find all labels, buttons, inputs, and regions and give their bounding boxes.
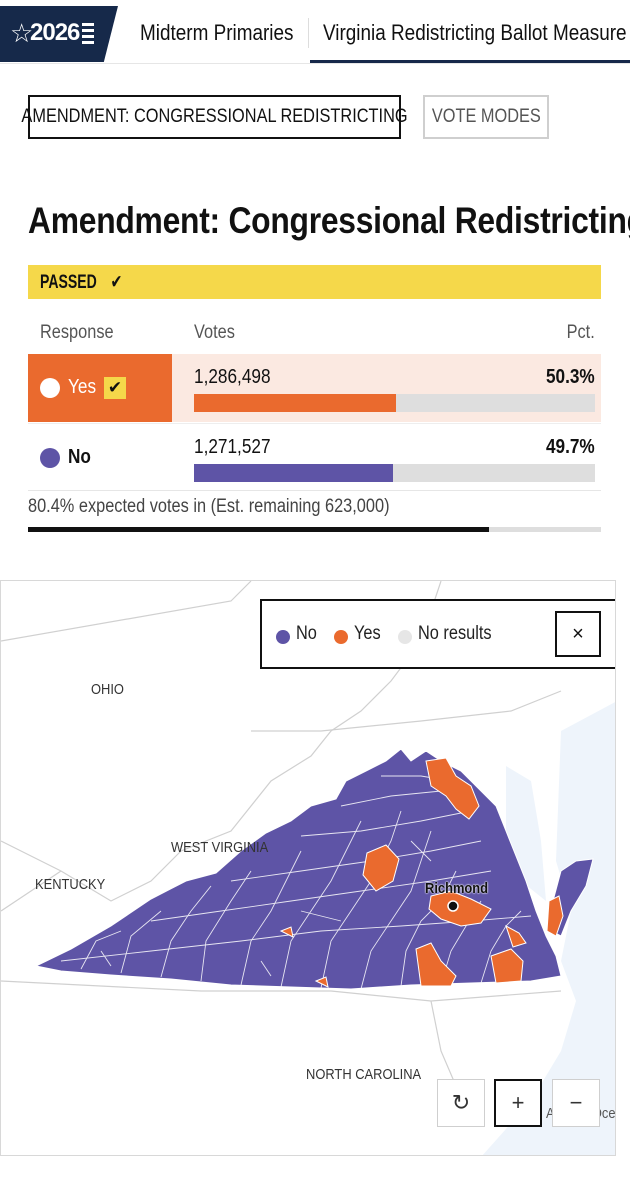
map-canvas[interactable] (1, 581, 616, 1156)
refresh-icon: ↻ (451, 1090, 471, 1115)
no-dot-icon (40, 448, 60, 468)
winner-check-icon: ✔ (104, 377, 126, 399)
response-cell-yes: Yes ✔ (28, 354, 172, 422)
amendment-filter-label: AMENDMENT: CONGRESSIONAL REDISTRICTING (21, 106, 408, 127)
hampton-area-yes[interactable] (505, 924, 527, 948)
county-lines (60, 775, 532, 990)
response-label-no: No (68, 446, 91, 468)
response-label-yes: Yes (68, 376, 97, 398)
column-header-response: Response (40, 322, 114, 343)
map-zoom-out-button[interactable]: − (552, 1079, 600, 1127)
expected-votes-text: 80.4% expected votes in (Est. remaining … (28, 496, 390, 517)
election-2026-logo[interactable]: ☆ 2026 (0, 6, 118, 62)
legend-yes-dot (334, 630, 348, 644)
chesapeake-bay (506, 766, 546, 901)
richmond-marker[interactable] (447, 900, 459, 912)
amendment-filter-button[interactable]: AMENDMENT: CONGRESSIONAL REDISTRICTING (21, 95, 408, 139)
star-icon: ☆ (10, 18, 34, 48)
votes-yes: 1,286,498 (194, 366, 271, 388)
tab-virginia-redistricting[interactable]: Virginia Redistricting Ballot Measure (323, 20, 627, 45)
legend-no-results-label: No results (418, 623, 492, 644)
result-row-yes: Yes ✔ 1,286,498 50.3% (28, 354, 601, 422)
small-city-yes-2[interactable] (314, 976, 329, 988)
votes-no: 1,271,527 (194, 436, 271, 458)
map-legend: No Yes No results × (260, 599, 615, 669)
richmond-area-yes[interactable] (428, 890, 492, 927)
state-label-west-virginia: WEST VIRGINIA (171, 839, 269, 856)
small-city-yes-1[interactable] (279, 926, 294, 938)
minus-icon: − (569, 1090, 583, 1115)
vote-bar-no (194, 464, 595, 482)
vote-modes-button[interactable]: VOTE MODES (423, 95, 549, 139)
top-nav: ☆ 2026 Midterm Primaries Virginia Redist… (0, 0, 630, 64)
column-header-pct: Pct. (566, 322, 595, 343)
results-map[interactable]: No Yes No results × OHIO WEST VIRGINIA K… (0, 580, 616, 1156)
result-row-no: No 1,271,527 49.7% (28, 423, 601, 491)
northern-virginia-yes[interactable] (425, 757, 480, 820)
ocean-area (482, 702, 615, 1155)
state-label-ohio: OHIO (91, 681, 124, 698)
yes-regions[interactable] (279, 757, 564, 988)
status-banner: PASSED ✔ (28, 265, 601, 299)
status-text: PASSED (40, 271, 97, 293)
map-zoom-in-button[interactable]: + (494, 1079, 542, 1127)
eastern-shore-yes[interactable] (546, 895, 564, 937)
vote-modes-label: VOTE MODES (431, 106, 541, 127)
expected-votes-bar-fill (28, 527, 489, 532)
tab-midterm-primaries[interactable]: Midterm Primaries (140, 20, 294, 45)
checkmark-icon: ✔ (110, 271, 123, 293)
vote-bar-fill-yes (194, 394, 396, 412)
state-label-kentucky: KENTUCKY (35, 876, 106, 893)
stripes-icon (82, 23, 94, 47)
row-divider (28, 490, 601, 491)
state-label-north-carolina: NORTH CAROLINA (306, 1066, 422, 1083)
city-label-richmond: Richmond (425, 880, 489, 897)
map-reset-button[interactable]: ↻ (437, 1079, 485, 1127)
virginia-no-region[interactable] (34, 748, 562, 990)
pct-no: 49.7% (546, 436, 595, 458)
legend-no-results-dot (398, 630, 412, 644)
vote-bar-fill-no (194, 464, 394, 482)
legend-yes-label: Yes (354, 623, 381, 644)
plus-icon: + (511, 1090, 525, 1115)
pct-yes: 50.3% (546, 366, 595, 388)
legend-no-label: No (296, 623, 317, 644)
yes-dot-icon (40, 378, 60, 398)
norfolk-area-yes[interactable] (490, 948, 524, 984)
petersburg-area-yes[interactable] (415, 942, 457, 987)
logo-year: 2026 (30, 19, 80, 46)
legend-close-button[interactable]: × (555, 611, 601, 657)
page-title: Amendment: Congressional Redistricting (28, 200, 630, 241)
column-header-votes: Votes (194, 322, 235, 343)
charlottesville-area-yes[interactable] (362, 844, 400, 892)
nav-divider (308, 18, 309, 48)
active-tab-indicator (310, 60, 630, 63)
legend-no-dot (276, 630, 290, 644)
vote-bar-yes (194, 394, 595, 412)
expected-votes-bar (28, 527, 601, 532)
